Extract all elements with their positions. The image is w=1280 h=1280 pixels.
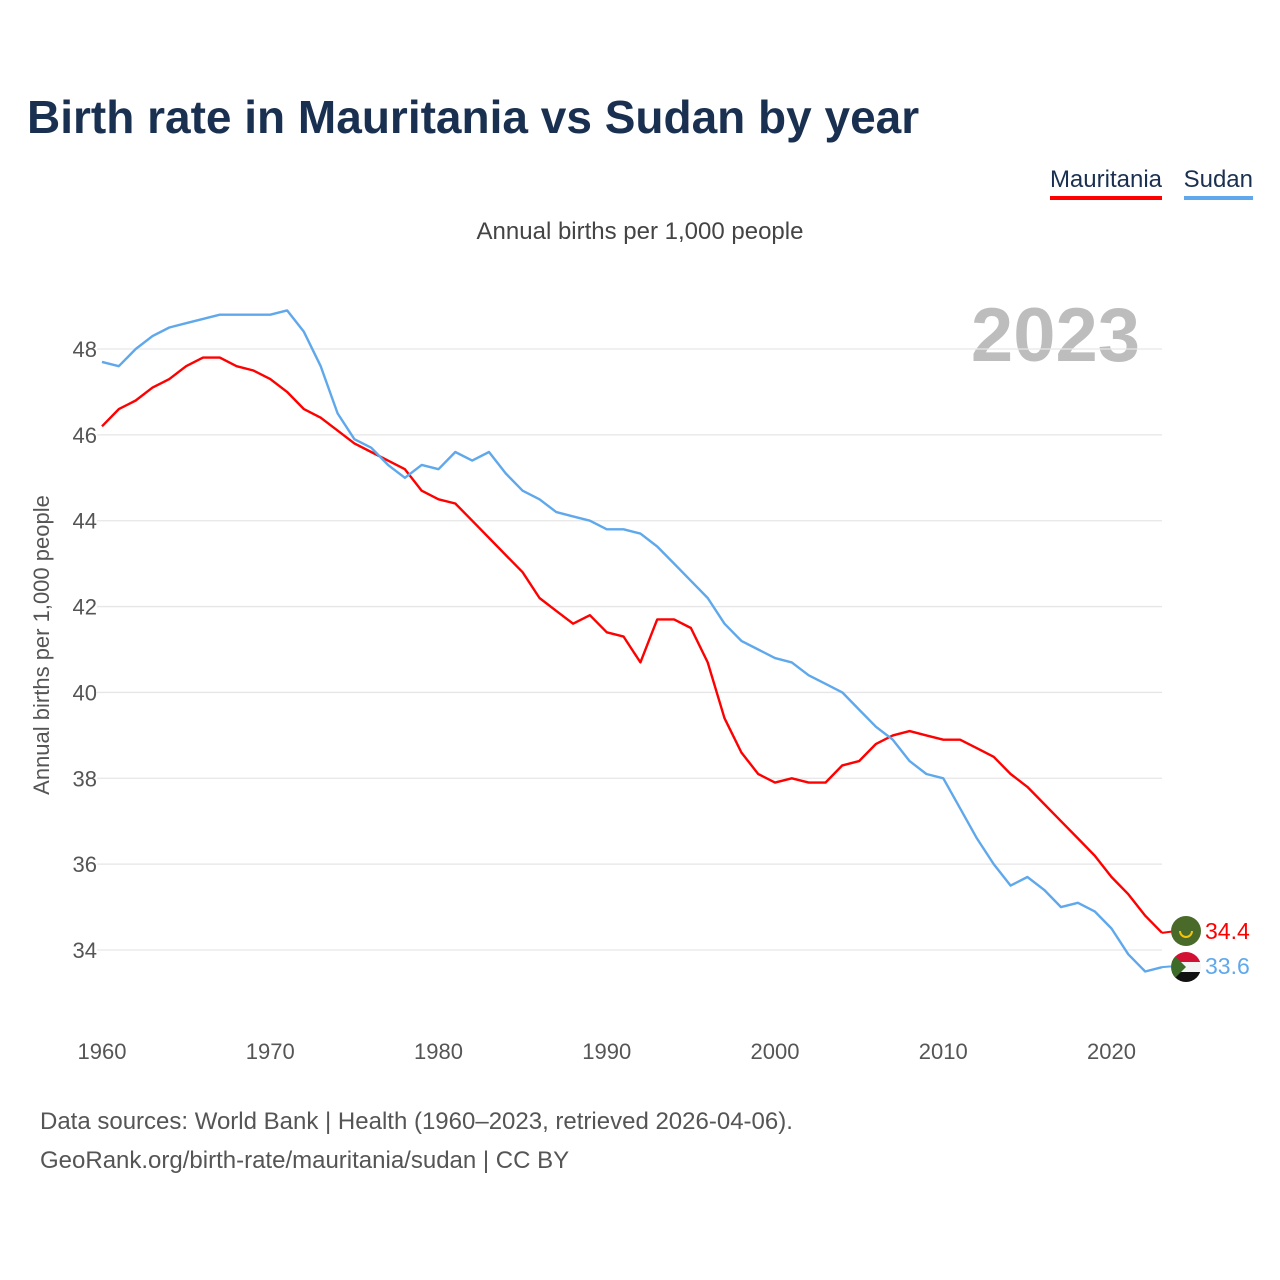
y-tick-label: 44 xyxy=(73,509,97,534)
mauritania-flag-icon xyxy=(1171,916,1201,946)
x-tick-label: 1990 xyxy=(582,1039,631,1064)
series-line-sudan xyxy=(101,309,1163,973)
x-tick-label: 2020 xyxy=(1087,1039,1136,1064)
end-value-label: 34.4 xyxy=(1205,918,1250,944)
flag-crescent xyxy=(1179,930,1193,938)
x-tick-label: 2000 xyxy=(751,1039,800,1064)
y-tick-label: 42 xyxy=(73,595,97,620)
data-sources: Data sources: World Bank | Health (1960–… xyxy=(40,1108,793,1135)
x-tick-label: 1970 xyxy=(246,1039,295,1064)
end-value-label: 33.6 xyxy=(1205,953,1250,979)
y-tick-label: 46 xyxy=(73,423,97,448)
x-tick-label: 1960 xyxy=(78,1039,127,1064)
y-tick-label: 48 xyxy=(73,337,97,362)
chart-subtitle: Annual births per 1,000 people xyxy=(476,218,804,245)
sudan-flag-icon xyxy=(1171,952,1201,982)
series-line-mauritania xyxy=(101,356,1163,934)
y-tick-label: 34 xyxy=(73,938,97,963)
y-tick-label: 38 xyxy=(73,766,97,791)
legend-item-sudan[interactable]: Sudan xyxy=(1183,166,1253,200)
chart-title: Birth rate in Mauritania vs Sudan by yea… xyxy=(27,91,920,143)
credit-link[interactable]: GeoRank.org/birth-rate/mauritania/sudan … xyxy=(40,1147,570,1174)
year-indicator: 2023 xyxy=(970,293,1140,378)
x-tick-label: 2010 xyxy=(919,1039,968,1064)
legend-item-mauritania[interactable]: Mauritania xyxy=(1049,166,1162,200)
y-tick-label: 40 xyxy=(73,680,97,705)
x-tick-label: 1980 xyxy=(414,1039,463,1064)
y-tick-label: 36 xyxy=(73,852,97,877)
